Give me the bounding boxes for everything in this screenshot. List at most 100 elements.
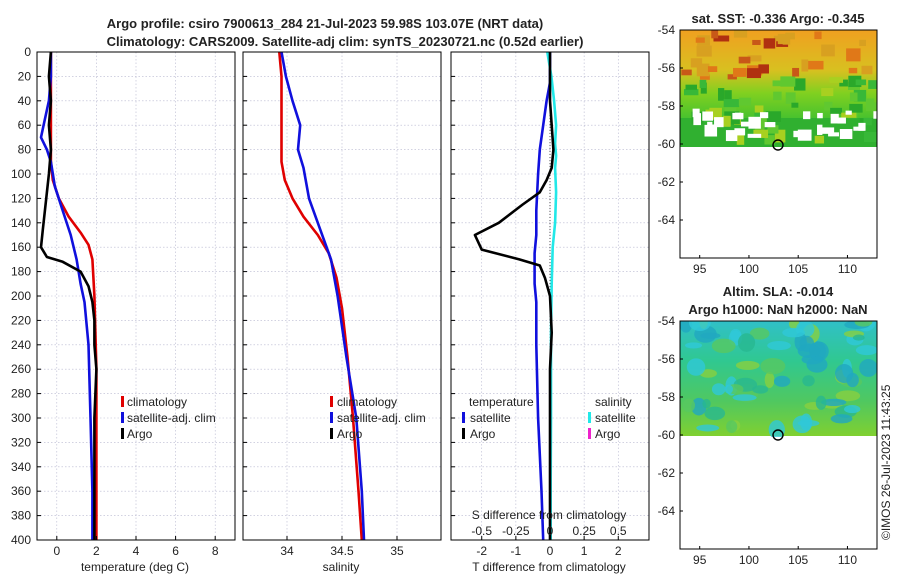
sst-pixel	[785, 92, 796, 104]
sla-pixel	[724, 384, 734, 394]
map-y-tick-label: -64	[658, 504, 676, 518]
map-y-tick-label: -62	[658, 466, 676, 480]
sst-pixel	[841, 112, 857, 118]
sla-pixel	[700, 332, 721, 339]
sst-pixel	[821, 88, 834, 97]
y-tick-label: 280	[11, 387, 31, 401]
sla-pixel	[854, 321, 873, 327]
legend-swatch-argo	[121, 428, 124, 439]
sst-pixel	[824, 101, 833, 111]
sla-pixel	[830, 414, 853, 424]
sst-gap	[693, 113, 702, 126]
sst-pixel	[849, 92, 858, 102]
argo-location-marker	[772, 139, 784, 151]
map-x-tick-label: 105	[788, 553, 808, 567]
sla-pixel	[735, 360, 760, 370]
sst-pixel	[853, 89, 867, 102]
sla-pixel	[797, 344, 821, 358]
legend-label-satellite: satellite-adj. clim	[127, 411, 216, 425]
y-tick-label: 240	[11, 338, 31, 352]
sst-pixel	[765, 111, 782, 123]
sla-pixel	[688, 321, 711, 332]
legend-swatch-s-argo	[588, 428, 591, 439]
map-y-tick-label: -58	[658, 390, 676, 404]
series-line-argo	[39, 51, 98, 540]
sst-pixel	[722, 115, 731, 127]
y-tick-label: 380	[11, 509, 31, 523]
series-line-t-argo	[473, 52, 555, 540]
sst-gap	[817, 124, 823, 135]
legend-swatch-climatology	[121, 396, 124, 407]
sst-pixel	[724, 103, 737, 113]
top-x-tick-label: -0.5	[471, 524, 492, 538]
sla-pixel	[686, 358, 706, 376]
salinity-legend: climatology satellite-adj. clim Argo	[330, 395, 426, 441]
sst-pixel	[754, 105, 764, 119]
argo-location-marker	[772, 429, 784, 441]
y-tick-label: 80	[18, 143, 32, 157]
sst-pixel	[814, 135, 825, 144]
panel-series	[39, 51, 558, 541]
x-tick-label: -2	[476, 544, 487, 558]
sla-pixel	[815, 395, 827, 410]
map-y-tick-label: -54	[658, 23, 676, 37]
map-y-tick-label: -60	[658, 137, 676, 151]
y-tick-label: 100	[11, 167, 31, 181]
sla-pixel	[737, 333, 756, 352]
legend-swatch-t-argo	[462, 428, 465, 439]
legend-label-argo: Argo	[127, 427, 153, 441]
sst-gap	[797, 129, 812, 141]
sst-pixel	[764, 135, 775, 145]
x-tick-label: -1	[511, 544, 522, 558]
sst-gap	[817, 112, 823, 119]
legend-label-satellite: satellite-adj. clim	[337, 411, 426, 425]
sla-pixel	[767, 341, 791, 351]
sla-pixel	[726, 420, 738, 433]
sst-gap	[803, 111, 811, 120]
panel-ticks: 0 2 4 6 8 34 34.5 35 -2 -1 0 1 2 -0.5 -0.25 0 0.25 0.5 0 20…	[11, 45, 627, 558]
legend-swatch-satellite	[121, 412, 124, 423]
sst-pixel	[839, 79, 848, 87]
y-tick-label: 260	[11, 362, 31, 376]
legend-title-temperature: temperature	[469, 395, 534, 409]
map-x-tick-label: 100	[739, 553, 759, 567]
sst-gap	[873, 111, 877, 119]
y-tick-label: 200	[11, 289, 31, 303]
legend-label-s-argo: Argo	[595, 427, 621, 441]
sst-map-title: sat. SST: -0.336 Argo: -0.345	[692, 11, 865, 26]
sst-gap	[764, 122, 776, 128]
figure-title-line2: Climatology: CARS2009. Satellite-adj cli…	[107, 34, 584, 49]
sst-pixel	[863, 131, 877, 143]
sst-gap	[845, 110, 852, 115]
sst-pixel	[807, 60, 824, 70]
sst-gap	[858, 122, 866, 131]
sst-pixel	[868, 80, 877, 89]
legend-swatch-argo	[330, 428, 333, 439]
sst-map	[680, 30, 877, 258]
sla-pixel	[852, 334, 865, 341]
sla-nodata	[680, 437, 877, 549]
sst-pixel	[846, 48, 861, 62]
sst-pixel	[792, 67, 800, 77]
map-y-tick-label: -60	[658, 428, 676, 442]
map-y-tick-label: -64	[658, 213, 676, 227]
sst-gap	[704, 124, 718, 137]
sst-pixel	[855, 79, 867, 86]
sst-pixel	[707, 66, 718, 73]
sst-pixel	[772, 80, 785, 87]
sst-pixel	[713, 35, 730, 42]
x-tick-label: 34.5	[330, 544, 354, 558]
y-tick-label: 20	[18, 69, 32, 83]
sla-pixel	[702, 398, 711, 409]
sst-pixel	[690, 58, 703, 68]
sst-pixel	[821, 44, 835, 57]
map-x-tick-label: 95	[693, 262, 707, 276]
sst-pixel	[849, 103, 863, 113]
legend-label-climatology: climatology	[127, 395, 187, 409]
sla-pixel	[773, 375, 791, 387]
sla-pixel	[760, 357, 786, 375]
map-y-tick-label: -54	[658, 314, 676, 328]
sst-gap	[740, 121, 750, 127]
sst-gap	[725, 130, 738, 142]
sla-pixel	[821, 398, 847, 406]
